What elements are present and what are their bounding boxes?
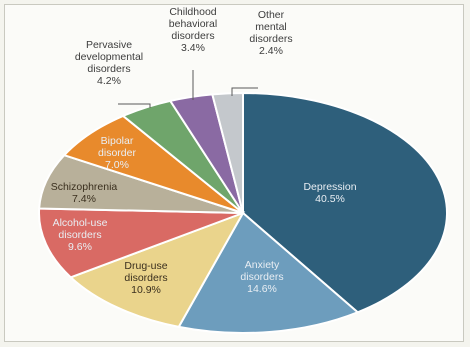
slice-name-label: Other [258, 9, 285, 21]
pie-slice [211, 91, 244, 214]
slice-value-label: 9.6% [68, 241, 92, 253]
slice-label: Childhood behavioral disorders 3.4% [169, 6, 217, 54]
slice-value-label: 3.4% [181, 42, 205, 54]
slice-label: Bipolar disorder 7.0% [98, 135, 136, 171]
slice-name-label: disorders [87, 63, 130, 75]
slice-name-label: Bipolar [101, 135, 134, 147]
slice-name-label: Childhood [169, 6, 216, 18]
slice-label: Pervasive developmental disorders 4.2% [75, 39, 143, 87]
slice-value-label: 10.9% [131, 284, 161, 296]
slice-name-label: Drug-use [124, 260, 167, 272]
pie-slice [38, 207, 244, 279]
slice-name-label: Schizophrenia [51, 181, 118, 193]
slice-name-label: disorders [58, 229, 101, 241]
slice-label: Depression 40.5% [303, 181, 356, 205]
slice-label: Drug-use disorders 10.9% [124, 260, 167, 296]
slice-label: Anxiety disorders 14.6% [240, 259, 283, 295]
slice-value-label: 40.5% [315, 193, 345, 205]
slice-label: Other mental disorders 2.4% [249, 9, 292, 57]
slice-name-label: disorders [124, 272, 167, 284]
slice-name-label: disorders [171, 30, 214, 42]
slice-name-label: disorder [98, 147, 136, 159]
pie-slice [68, 211, 246, 329]
slice-label: Schizophrenia 7.4% [51, 181, 118, 205]
leader-lines [118, 70, 258, 108]
pie-slice [177, 211, 360, 334]
slice-value-label: 2.4% [259, 45, 283, 57]
slice-name-label: Anxiety [245, 259, 280, 271]
slice-label: Alcohol-use disorders 9.6% [53, 217, 108, 253]
pie-slice [242, 91, 448, 314]
slice-value-label: 7.0% [105, 159, 129, 171]
slice-name-label: disorders [249, 33, 292, 45]
slice-value-label: 7.4% [72, 193, 96, 205]
pie-slices [38, 91, 448, 334]
slice-name-label: developmental [75, 51, 143, 63]
slice-name-label: mental [255, 21, 287, 33]
slice-name-label: behavioral [169, 18, 217, 30]
leader-line [118, 103, 151, 108]
slice-name-label: Pervasive [86, 39, 132, 51]
slice-value-label: 14.6% [247, 283, 277, 295]
slice-labels: Depression 40.5%Anxiety disorders 14.6%Drug… [51, 6, 357, 296]
leader-line [231, 87, 258, 96]
slice-name-label: Alcohol-use [53, 217, 108, 229]
slice-value-label: 4.2% [97, 75, 121, 87]
slice-name-label: disorders [240, 271, 283, 283]
slice-name-label: Depression [303, 181, 356, 193]
